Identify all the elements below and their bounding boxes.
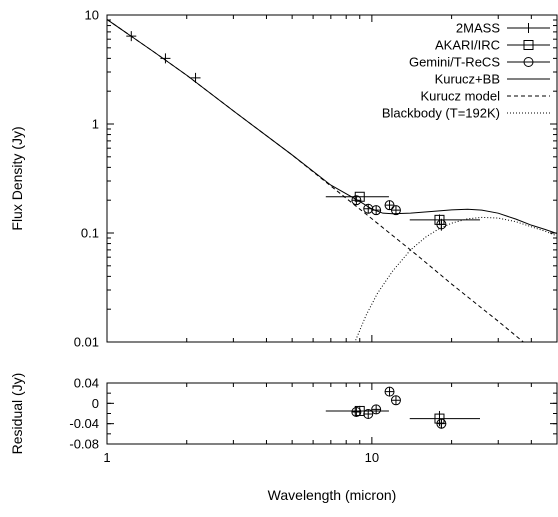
- x-axis-title: Wavelength (micron): [268, 487, 397, 503]
- residual-akari-irc-point-2: [434, 413, 445, 424]
- main-2mass-point-1: [126, 31, 137, 42]
- main-data-points: [126, 31, 480, 231]
- residual-gemini-t-recs-point-4-center-cross: [385, 387, 395, 397]
- residual-y-tick-label-0: 0: [92, 396, 99, 411]
- main-2mass-point-3: [190, 72, 201, 83]
- x-tick-label-1: 1: [103, 450, 110, 465]
- legend-gemini-t-recs-label: Gemini/T-ReCS: [409, 55, 500, 70]
- main-y-tick-label-1: 1: [92, 117, 99, 132]
- axis-ticks: [106, 14, 558, 445]
- main-2mass-point-2: [160, 53, 171, 64]
- main-gemini-t-recs-point-6-center-cross: [436, 219, 446, 229]
- legend: 2MASS AKARI/IRC Gemini/T-ReCS Kurucz+BB Kuru…: [382, 21, 550, 121]
- legend-kurucz-model-label: Kurucz model: [421, 89, 501, 104]
- main-y-tick-label-0-1: 0.1: [81, 226, 99, 241]
- axis-labels: 1 10 10 1 0.1 0.01 0.04 0 -0.04 -0.08 Flux Density…: [9, 8, 396, 504]
- residual-y-axis-title: Residual (Jy): [9, 373, 25, 455]
- main-gemini-t-recs-point-1-center-cross: [351, 195, 361, 205]
- curve-blackbody-t-192k: [354, 216, 557, 342]
- residual-gemini-t-recs-point-5-center-cross: [391, 395, 401, 405]
- legend-2mass-label: 2MASS: [456, 21, 500, 36]
- residual-gemini-t-recs-point-3-center-cross: [371, 404, 381, 414]
- legend-gemini-t-recs-marker: [523, 57, 534, 67]
- legend-kurucz-bb-label: Kurucz+BB: [435, 72, 500, 87]
- main-y-tick-label-10: 10: [85, 8, 99, 23]
- main-gemini-t-recs-point-4-center-cross: [385, 200, 395, 210]
- main-akari-irc-point-1: [354, 191, 365, 202]
- legend-2mass-marker: [523, 23, 534, 33]
- residual-y-tick-label-0-04: 0.04: [74, 376, 99, 391]
- residual-gemini-t-recs-point-2-center-cross: [363, 409, 373, 419]
- residual-gemini-t-recs-point-6-center-cross: [436, 419, 446, 429]
- residual-y-tick-label-0-04: -0.04: [69, 416, 99, 431]
- residual-y-tick-label-0-08: -0.08: [69, 437, 99, 452]
- main-y-axis-title: Flux Density (Jy): [9, 126, 25, 230]
- residual-plot-frame: [106, 382, 558, 445]
- residual-gemini-t-recs-point-1-center-cross: [351, 407, 361, 417]
- model-curves: [107, 19, 557, 342]
- main-plot-frame: [106, 14, 558, 343]
- main-gemini-t-recs-point-2-center-cross: [363, 204, 373, 214]
- legend-blackbody-t-192k-label: Blackbody (T=192K): [382, 106, 500, 121]
- legend-akari-irc-label: AKARI/IRC: [435, 38, 500, 53]
- x-tick-label-10: 10: [365, 450, 379, 465]
- main-gemini-t-recs-point-5-center-cross: [391, 205, 401, 215]
- residual-data-points: [325, 386, 480, 429]
- main-gemini-t-recs-point-3-center-cross: [371, 205, 381, 215]
- legend-akari-irc-marker: [523, 40, 534, 50]
- main-y-tick-label-0-01: 0.01: [74, 335, 99, 350]
